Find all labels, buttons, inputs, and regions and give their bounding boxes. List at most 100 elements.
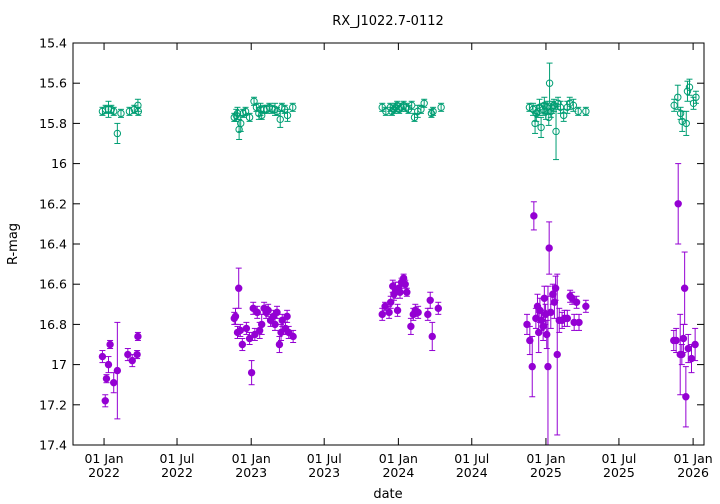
data-point [113, 366, 122, 375]
data-point [680, 284, 689, 292]
data-point [552, 127, 560, 136]
data-point [134, 332, 142, 341]
y-tick-label: 16.4 [39, 237, 67, 252]
x-axis-label: date [373, 487, 402, 502]
data-point [429, 107, 437, 116]
data-point [98, 352, 107, 361]
data-point [257, 111, 266, 120]
y-tick-label: 17 [51, 357, 67, 372]
data-point [257, 320, 266, 329]
data-point [559, 111, 568, 120]
data-point [679, 334, 688, 343]
y-axis-ticks: 15.4 15.6 15.8 16 16.2 16.4 16.6 16.8 17 17.2 17.4 [39, 36, 704, 453]
data-point [401, 280, 409, 288]
data-point [110, 107, 118, 116]
data-point [531, 119, 539, 128]
x-tick-year-label: 2023 [235, 465, 267, 480]
y-tick-label: 16.6 [39, 277, 67, 292]
data-point [283, 312, 291, 321]
data-point [569, 101, 578, 110]
data-point [235, 284, 243, 292]
chart-title: RX_J1022.7-0112 [332, 14, 444, 29]
y-tick-label: 15.8 [39, 116, 67, 131]
data-point [544, 362, 552, 371]
data-point [528, 362, 536, 371]
x-tick-year-label: 2025 [603, 465, 635, 480]
data-point [102, 374, 111, 383]
data-point [101, 397, 109, 405]
data-point [672, 336, 680, 345]
data-point [575, 318, 583, 327]
data-point [403, 288, 411, 296]
data-point [241, 107, 250, 116]
y-tick-label: 17.2 [39, 397, 67, 412]
data-point [407, 322, 415, 331]
series-1 [98, 62, 700, 161]
data-point [275, 340, 284, 349]
plot-frame [72, 42, 705, 446]
data-point [396, 288, 404, 296]
data-point [545, 79, 554, 87]
x-tick-label: 01 Jul [454, 451, 489, 466]
data-point [237, 119, 245, 128]
data-point [128, 356, 136, 365]
data-point [110, 378, 118, 387]
data-point [420, 99, 428, 108]
data-point [276, 115, 284, 124]
data-point [424, 310, 432, 319]
x-tick-label: 01 Jan [379, 451, 418, 466]
x-tick-year-label: 2024 [456, 465, 488, 480]
data-point [682, 393, 690, 401]
data-point [685, 83, 694, 91]
series-2 [98, 163, 699, 446]
data-point [231, 312, 240, 321]
data-point [676, 109, 685, 118]
data-point [582, 107, 590, 116]
data-point [526, 336, 534, 345]
data-point [549, 290, 557, 298]
data-point [551, 284, 560, 292]
data-point [104, 360, 113, 369]
data-point [692, 93, 700, 101]
data-point [263, 105, 271, 114]
x-tick-year-label: 2024 [382, 465, 414, 480]
data-point [540, 294, 549, 302]
data-point [245, 334, 254, 343]
data-point [683, 87, 692, 95]
data-point [125, 107, 134, 116]
data-point [245, 113, 254, 122]
data-point [289, 103, 297, 112]
data-point [537, 123, 545, 132]
x-tick-label: 01 Jan [526, 451, 565, 466]
data-point [547, 308, 555, 317]
data-point [537, 316, 546, 325]
data-point [684, 344, 692, 353]
data-point [238, 340, 247, 349]
data-point [107, 105, 116, 114]
y-tick-label: 17.4 [39, 438, 67, 453]
data-point [574, 107, 582, 116]
data-point [283, 111, 292, 120]
data-point [530, 212, 538, 220]
x-tick-label: 01 Jan [84, 451, 123, 466]
x-tick-label: 01 Jan [232, 451, 271, 466]
data-point [434, 304, 442, 313]
data-point [397, 103, 405, 112]
data-point [117, 109, 125, 118]
data-point [236, 326, 245, 335]
data-point [417, 105, 425, 114]
data-point [233, 109, 242, 118]
y-tick-label: 15.6 [39, 76, 67, 91]
data-point [543, 330, 551, 339]
data-point [239, 109, 247, 118]
data-point [548, 103, 556, 112]
data-point [414, 308, 422, 317]
data-points [98, 62, 700, 446]
x-tick-year-label: 2022 [88, 465, 120, 480]
data-point [242, 324, 251, 333]
data-point [426, 296, 434, 304]
y-tick-label: 15.4 [39, 36, 67, 51]
data-point [582, 302, 590, 311]
data-point [563, 314, 572, 323]
